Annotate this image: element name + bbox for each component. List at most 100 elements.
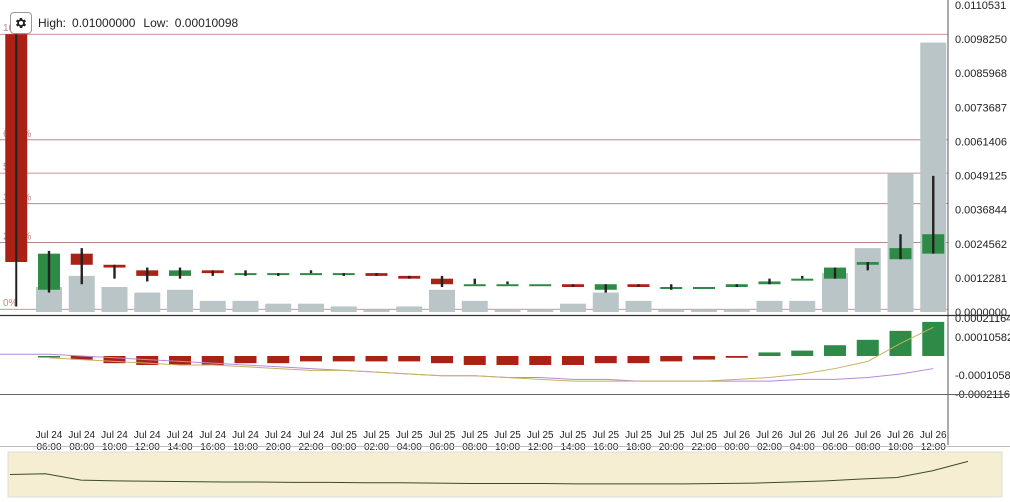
volume-bar xyxy=(494,309,521,312)
time-tick-date: Jul 24 xyxy=(232,430,259,441)
price-tick-label: 0.0098250 xyxy=(955,34,1007,46)
low-label: Low: xyxy=(143,16,169,30)
candle-body[interactable] xyxy=(693,287,715,290)
macd-bar xyxy=(725,356,748,358)
macd-bar xyxy=(365,356,388,362)
volume-bar xyxy=(625,300,652,312)
volume-bar xyxy=(232,300,259,312)
high-value: 0.01000000 xyxy=(72,16,136,30)
time-tick-hour: 22:00 xyxy=(298,442,323,453)
macd-lines xyxy=(0,326,934,382)
time-tick-hour: 10:00 xyxy=(888,442,913,453)
high-label: High: xyxy=(38,16,67,30)
time-tick-date: Jul 26 xyxy=(822,430,849,441)
macd-bar xyxy=(627,356,650,364)
macd-bar xyxy=(136,356,159,365)
time-tick-date: Jul 26 xyxy=(756,430,783,441)
volume-bars xyxy=(36,42,947,313)
macd-bar xyxy=(38,356,60,358)
volume-bar xyxy=(822,273,848,312)
time-tick-hour: 06:00 xyxy=(36,442,61,453)
volume-bar xyxy=(691,309,717,312)
time-tick-hour: 04:00 xyxy=(397,442,422,453)
volume-bar xyxy=(756,300,783,312)
price-tick-label: 0.0012281 xyxy=(955,273,1007,285)
price-tick-label: 0.0085968 xyxy=(955,68,1007,80)
volume-bar xyxy=(396,306,423,312)
volume-bar xyxy=(330,306,357,312)
time-tick-hour: 18:00 xyxy=(233,442,258,453)
time-tick-date: Jul 26 xyxy=(887,430,914,441)
time-tick-hour: 06:00 xyxy=(822,442,847,453)
settings-button[interactable] xyxy=(10,12,32,34)
volume-bar xyxy=(429,289,455,312)
price-tick-label: 0.0049125 xyxy=(955,171,1007,183)
price-tick-label: 0.0061406 xyxy=(955,136,1007,148)
time-tick-hour: 22:00 xyxy=(691,442,716,453)
volume-bar xyxy=(461,300,488,312)
macd-histogram xyxy=(38,321,945,365)
macd-bar xyxy=(234,356,257,364)
time-tick-date: Jul 24 xyxy=(101,430,128,441)
time-tick-hour: 00:00 xyxy=(724,442,749,453)
low-value: 0.00010098 xyxy=(174,16,239,30)
time-tick-date: Jul 24 xyxy=(134,430,161,441)
fibonacci-levels: 100%61.8%50%38.2%23.6%0% xyxy=(0,23,948,310)
time-tick-hour: 14:00 xyxy=(167,442,192,453)
macd-bar xyxy=(660,356,683,362)
volume-bar xyxy=(101,287,128,312)
time-tick-hour: 16:00 xyxy=(200,442,225,453)
macd-bar xyxy=(529,356,552,365)
macd-bar xyxy=(496,356,519,365)
macd-bar xyxy=(70,356,93,360)
time-tick-hour: 04:00 xyxy=(790,442,815,453)
time-tick-date: Jul 25 xyxy=(429,430,456,441)
macd-bar xyxy=(562,356,584,365)
time-tick-date: Jul 24 xyxy=(298,430,325,441)
volume-bar xyxy=(265,303,292,312)
macd-bar xyxy=(169,356,191,365)
time-tick-date: Jul 25 xyxy=(625,430,652,441)
price-tick-label: 0.0073687 xyxy=(955,102,1007,114)
macd-line xyxy=(48,326,934,382)
price-tick-label: 0.0110531 xyxy=(955,0,1006,12)
time-tick-hour: 12:00 xyxy=(135,442,160,453)
time-tick-hour: 18:00 xyxy=(626,442,651,453)
time-tick-date: Jul 25 xyxy=(461,430,488,441)
macd-bar xyxy=(300,356,322,362)
volume-bar xyxy=(363,309,390,312)
candle-body[interactable] xyxy=(791,278,814,281)
candle-body[interactable] xyxy=(529,284,552,287)
volume-bar xyxy=(723,309,750,312)
time-tick-date: Jul 26 xyxy=(723,430,750,441)
candle-body[interactable] xyxy=(496,284,519,287)
macd-bar xyxy=(431,356,453,364)
time-tick-hour: 02:00 xyxy=(364,442,389,453)
volume-bar xyxy=(560,303,586,312)
time-tick-date: Jul 25 xyxy=(527,430,554,441)
price-y-axis: 0.0110531 0.0098250 0.0085968 0.0073687 0.00… xyxy=(955,0,1007,319)
volume-bar xyxy=(658,309,685,312)
macd-bar xyxy=(463,356,486,365)
gear-icon xyxy=(15,17,27,29)
time-tick-date: Jul 24 xyxy=(167,430,194,441)
candle-body[interactable] xyxy=(300,273,322,276)
macd-tick-label: 0.00021164 xyxy=(955,313,1010,325)
macd-bar xyxy=(594,356,617,364)
time-tick-hour: 20:00 xyxy=(659,442,684,453)
navigator-range[interactable] xyxy=(7,451,1003,498)
macd-bar xyxy=(758,352,781,356)
time-tick-date: Jul 25 xyxy=(330,430,357,441)
time-tick-hour: 16:00 xyxy=(593,442,618,453)
volume-bar xyxy=(298,303,324,312)
navigator-panel[interactable] xyxy=(7,451,1003,498)
time-tick-hour: 14:00 xyxy=(560,442,585,453)
candle-body[interactable] xyxy=(463,284,486,287)
time-tick-date: Jul 25 xyxy=(396,430,423,441)
price-candles[interactable] xyxy=(5,34,945,307)
time-tick-hour: 08:00 xyxy=(462,442,487,453)
time-tick-hour: 00:00 xyxy=(331,442,356,453)
time-tick-date: Jul 26 xyxy=(920,430,947,441)
time-tick-date: Jul 24 xyxy=(199,430,226,441)
